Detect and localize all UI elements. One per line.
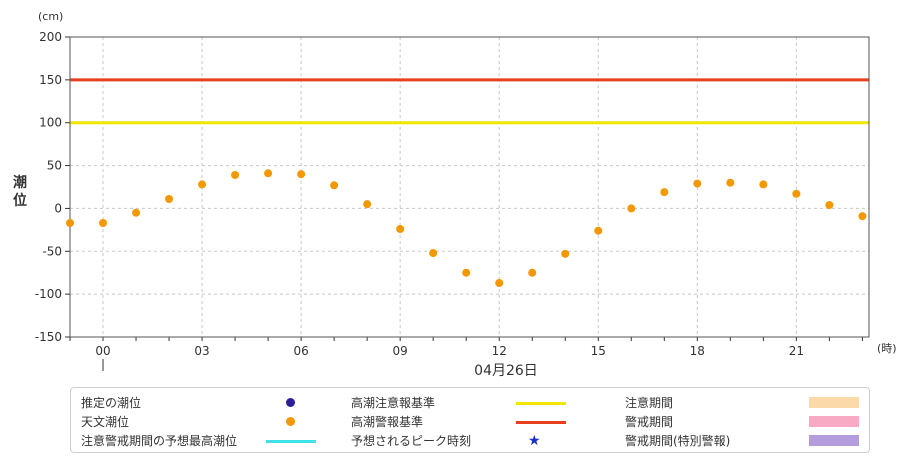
tide-point — [495, 279, 504, 287]
tide-point — [297, 170, 306, 179]
tide-point — [429, 249, 438, 257]
legend-item: 予想されるピーク時刻 ★ — [71, 430, 869, 452]
y-axis-title: 潮位 — [13, 174, 27, 209]
legend-swatch-marker — [809, 435, 859, 446]
x-tick-label: 06 — [293, 344, 308, 358]
tide-point — [132, 208, 141, 217]
legend-row: 注意警戒期間の予想最高潮位 予想されるピーク時刻 ★ 警戒期間(特別警報) — [71, 430, 869, 452]
axes: 200 150 100 50 0 -50 -100 -150 00 03 06 09 12 15 18 21 — [35, 30, 870, 371]
legend-label: 高潮警報基準 — [351, 415, 424, 429]
legend-dot-marker — [286, 398, 295, 407]
tide-point — [462, 268, 471, 277]
x-tick-label: 15 — [591, 344, 606, 358]
legend-line-marker — [266, 440, 316, 443]
tide-point — [363, 200, 372, 209]
tide-point — [627, 204, 636, 213]
legend-swatch-marker — [809, 397, 859, 408]
legend-line-marker — [516, 402, 566, 405]
tide-point — [594, 226, 603, 235]
tide-point — [792, 189, 801, 198]
tide-point — [660, 188, 669, 197]
legend: 推定の潮位 高潮注意報基準 注意期間 天文潮位 高潮警報基準 警戒期間 注意警戒期間の予想最… — [70, 387, 870, 453]
tide-point — [396, 225, 405, 233]
y-tick-label: 50 — [47, 159, 62, 173]
x-tick-label: 09 — [393, 344, 408, 358]
y-tick-label: -150 — [35, 330, 62, 344]
tide-point — [198, 180, 207, 189]
tide-point — [264, 169, 273, 178]
y-tick-label: -100 — [35, 287, 62, 301]
tide-point — [561, 249, 570, 258]
x-tick-label: 21 — [789, 344, 804, 358]
x-tick-label: 12 — [492, 344, 507, 358]
legend-item: 警戒期間(特別警報) — [71, 430, 869, 452]
grid-lines — [70, 36, 869, 338]
legend-line-marker — [516, 421, 566, 424]
tide-point — [231, 171, 240, 179]
legend-label: 注意警戒期間の予想最高潮位 — [81, 434, 238, 448]
legend-item: 警戒期間 — [71, 411, 869, 433]
legend-label: 高潮注意報基準 — [351, 396, 436, 410]
legend-label: 警戒期間 — [625, 415, 674, 429]
legend-swatch-marker — [809, 416, 859, 427]
legend-item: 注意期間 — [71, 392, 869, 414]
tide-point — [825, 201, 834, 209]
legend-label: 注意期間 — [625, 396, 674, 410]
y-tick-label: 200 — [39, 30, 62, 44]
legend-item: 注意警戒期間の予想最高潮位 — [71, 430, 869, 452]
x-tick-label: 00 — [95, 344, 110, 358]
y-tick-label: 0 — [54, 201, 62, 215]
legend-label: 天文潮位 — [81, 415, 130, 429]
tide-point — [759, 180, 768, 189]
plot-frame — [69, 36, 870, 338]
x-unit-label: (時) — [877, 342, 897, 355]
legend-label: 推定の潮位 — [81, 396, 142, 410]
tide-point — [165, 195, 174, 203]
y-unit-label: (cm) — [38, 10, 63, 23]
x-tick-label: 18 — [690, 344, 705, 358]
star-icon: ★ — [528, 433, 541, 449]
y-tick-label: 100 — [39, 116, 62, 130]
y-tick-label: -50 — [42, 244, 62, 258]
date-label: 04月26日 — [474, 363, 538, 379]
legend-item: 天文潮位 — [71, 411, 869, 433]
tide-points — [66, 169, 867, 287]
legend-row: 推定の潮位 高潮注意報基準 注意期間 — [71, 392, 869, 414]
tide-point — [528, 268, 537, 277]
y-tick-label: 150 — [39, 73, 62, 87]
tide-point — [330, 181, 339, 190]
reference-lines — [70, 78, 869, 125]
tide-point — [726, 178, 735, 187]
tide-point — [858, 212, 867, 221]
legend-dot-marker — [286, 417, 295, 426]
x-tick-label: 03 — [194, 344, 209, 358]
legend-label: 予想されるピーク時刻 — [351, 434, 472, 448]
tide-point — [66, 219, 74, 227]
tide-point — [99, 219, 108, 227]
legend-row: 天文潮位 高潮警報基準 警戒期間 — [71, 411, 869, 433]
tide-point — [693, 179, 702, 188]
legend-item: 推定の潮位 — [71, 392, 869, 414]
legend-label: 警戒期間(特別警報) — [625, 434, 731, 448]
legend-item: 高潮注意報基準 — [71, 392, 869, 414]
legend-item: 高潮警報基準 — [71, 411, 869, 433]
